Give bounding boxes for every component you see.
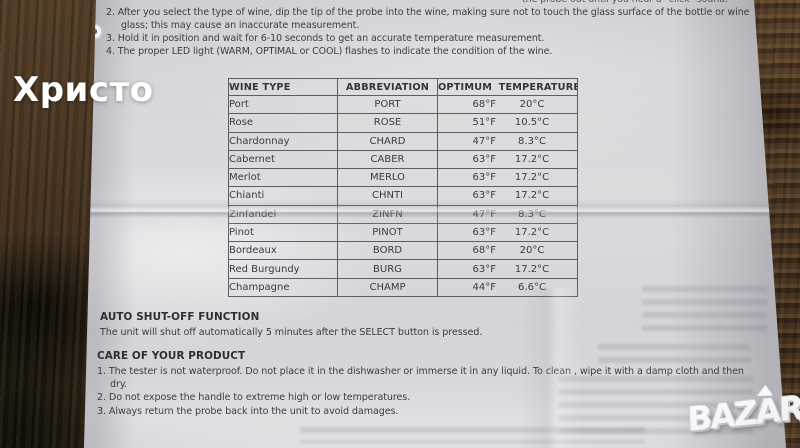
care-item-text: Do not expose the handle to extreme high…	[108, 392, 411, 404]
temp-f: 44°F	[472, 281, 496, 293]
wine-abbr: BORD	[337, 241, 438, 261]
temp-c: 6.6°C	[496, 282, 568, 293]
care-item-number: 2.	[97, 392, 106, 404]
temp-f: 63°F	[472, 263, 496, 275]
wine-name: Rose	[228, 113, 338, 133]
paper-vertical-fold	[518, 288, 582, 448]
care-heading: CARE OF YOUR PRODUCT	[97, 350, 246, 362]
header-abbreviation: ABBREVIATION	[337, 78, 438, 96]
care-item-text: The tester is not waterproof. Do not pla…	[108, 366, 744, 391]
header-wine-type: WINE TYPE	[228, 78, 338, 96]
step-number: 4.	[106, 45, 115, 57]
wine-abbr: BURG	[337, 259, 438, 279]
table-row: Rose ROSE 51°F 10.5°C	[228, 113, 578, 133]
care-item: 1. The tester is not waterproof. Do not …	[97, 365, 747, 391]
wine-abbr: CHARD	[337, 131, 438, 151]
wine-name: Chardonnay	[228, 131, 338, 151]
instruction-step: 3. Hold it in position and wait for 6-10…	[106, 33, 756, 46]
showthrough-smudge	[642, 286, 767, 332]
table-row: Chardonnay CHARD 47°F 8.3°C	[228, 131, 578, 151]
wine-name: Bordeaux	[228, 241, 338, 261]
step-text: Hold it in position and wait for 6-10 se…	[117, 32, 545, 44]
wine-name: Red Burgundy	[228, 259, 338, 279]
table-row: Cabernet CABER 63°F 17.2°C	[228, 149, 578, 170]
showthrough-smudge	[300, 427, 645, 443]
temp-c: 20°C	[519, 99, 545, 111]
care-section: CARE OF YOUR PRODUCT 1. The tester is no…	[97, 350, 747, 418]
auto-shutoff-section: AUTO SHUT-OFF FUNCTION The unit will shu…	[100, 311, 755, 339]
table-row: Red Burgundy BURG 63°F 17.2°C	[228, 259, 578, 279]
table-row: Merlot MERLO 63°F 17.2°C	[228, 168, 578, 188]
care-item-text: Always return the probe back into the un…	[108, 405, 399, 417]
showthrough-smudge	[598, 344, 750, 366]
header-optimum-temperature: OPTIMUM TEMPERATURE	[437, 78, 578, 96]
wine-name: Merlot	[228, 168, 338, 188]
care-item-number: 1.	[97, 366, 106, 377]
table-row: Port PORT 68°F 20°C	[228, 94, 578, 115]
clipped-instruction-line: the probe out until you hear a "click" s…	[250, 0, 728, 5]
care-item-number: 3.	[97, 405, 106, 417]
step-text: After you select the type of wine, dip t…	[117, 7, 750, 31]
wine-abbr: PORT	[337, 94, 438, 115]
instruction-step: 2. After you select the type of wine, di…	[106, 7, 756, 33]
temp-c: 20°C	[519, 245, 545, 257]
wine-name: Cabernet	[228, 149, 338, 170]
temp-f: 63°F	[472, 190, 496, 202]
care-item: 2. Do not expose the handle to extreme h…	[97, 391, 747, 404]
wine-temperature-table: WINE TYPE ABBREVIATION OPTIMUM TEMPERATU…	[228, 78, 578, 298]
wine-abbr: CHAMP	[337, 277, 438, 298]
auto-shutoff-body: The unit will shut off automatically 5 m…	[100, 327, 483, 338]
temp-c: 17.2°C	[514, 153, 550, 165]
wine-abbr: ROSE	[337, 113, 438, 133]
step-number: 2.	[106, 7, 115, 18]
temp-c: 8.3°C	[518, 135, 546, 147]
temp-f: 47°F	[472, 135, 496, 147]
temp-f: 68°F	[472, 245, 496, 257]
wine-name: Port	[228, 94, 338, 115]
temp-f: 68°F	[472, 99, 496, 111]
instruction-steps: 2. After you select the type of wine, di…	[106, 7, 756, 59]
instruction-step: 4. The proper LED light (WARM, OPTIMAL o…	[106, 46, 756, 59]
wine-name: Champagne	[228, 277, 338, 298]
step-text: The proper LED light (WARM, OPTIMAL or C…	[117, 45, 553, 57]
care-item: 3. Always return the probe back into the…	[97, 405, 747, 418]
paper-fold-crease	[84, 199, 786, 235]
wine-abbr: CABER	[337, 149, 438, 170]
temp-c: 17.2°C	[514, 172, 550, 184]
care-items: 1. The tester is not waterproof. Do not …	[97, 365, 747, 418]
temp-c: 17.2°C	[514, 190, 550, 202]
step-number: 3.	[106, 32, 115, 44]
temp-f: 63°F	[472, 153, 496, 165]
auto-shutoff-heading: AUTO SHUT-OFF FUNCTION	[100, 311, 260, 323]
temp-f: 63°F	[472, 172, 496, 184]
table-header-row: WINE TYPE ABBREVIATION OPTIMUM TEMPERATU…	[228, 78, 578, 96]
temp-c: 10.5°C	[514, 117, 550, 129]
username-watermark: Христо	[13, 70, 154, 110]
table-row: Bordeaux BORD 68°F 20°C	[228, 241, 578, 261]
temp-f: 51°F	[472, 117, 496, 129]
wine-abbr: MERLO	[337, 168, 438, 188]
temp-c: 17.2°C	[514, 263, 550, 275]
